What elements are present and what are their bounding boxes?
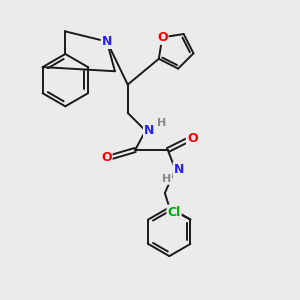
- Text: N: N: [174, 163, 184, 176]
- Text: Cl: Cl: [167, 206, 181, 219]
- Text: N: N: [144, 124, 154, 137]
- Text: H: H: [157, 118, 167, 128]
- Text: N: N: [102, 35, 112, 48]
- Text: H: H: [162, 174, 172, 184]
- Text: O: O: [157, 31, 167, 44]
- Text: O: O: [187, 132, 197, 145]
- Text: O: O: [101, 151, 112, 164]
